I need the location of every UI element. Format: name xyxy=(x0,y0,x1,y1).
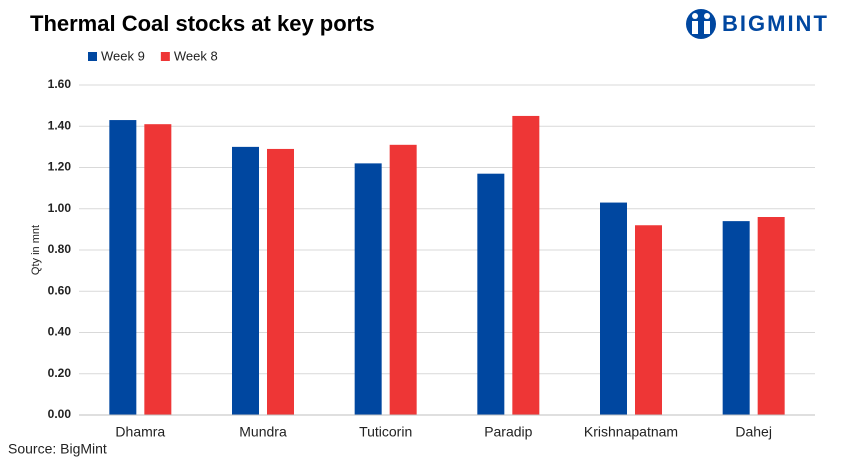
bar xyxy=(512,115,540,415)
y-tick-label: 0.80 xyxy=(48,242,72,256)
y-tick-label: 1.40 xyxy=(48,118,72,132)
bar xyxy=(232,146,259,415)
bar xyxy=(600,202,627,415)
bar xyxy=(389,144,417,415)
y-tick-label: 1.20 xyxy=(48,160,72,174)
logo-text: BIGMINT xyxy=(722,11,829,36)
bar xyxy=(267,148,294,415)
y-tick-label: 0.40 xyxy=(48,325,72,339)
legend-swatch xyxy=(160,52,170,61)
bar xyxy=(477,173,505,415)
x-tick-label: Krishnapatnam xyxy=(584,424,678,440)
y-tick-label: 0.00 xyxy=(48,407,72,421)
x-tick-label: Dahej xyxy=(735,424,772,440)
x-tick-label: Paradip xyxy=(484,424,532,440)
y-tick-label: 1.60 xyxy=(48,77,72,91)
source: Source: BigMint xyxy=(8,441,107,457)
legend-label: Week 9 xyxy=(101,48,145,63)
y-axis-label: Qty in mnt xyxy=(30,225,42,275)
bar xyxy=(722,221,750,415)
x-tick-label: Mundra xyxy=(239,424,287,440)
bar xyxy=(144,124,172,415)
y-tick-label: 0.20 xyxy=(48,366,72,380)
bar xyxy=(635,225,662,415)
chart-title: Thermal Coal stocks at key ports xyxy=(30,11,375,36)
x-tick-label: Tuticorin xyxy=(359,424,412,440)
legend-swatch xyxy=(88,52,97,61)
bar xyxy=(109,120,137,415)
bar xyxy=(757,217,785,415)
x-tick-label: Dhamra xyxy=(115,424,165,440)
y-tick-label: 1.00 xyxy=(48,201,72,215)
bar xyxy=(354,163,382,415)
y-tick-label: 0.60 xyxy=(48,283,72,297)
logo-icon xyxy=(686,9,716,39)
legend-label: Week 8 xyxy=(174,48,218,63)
